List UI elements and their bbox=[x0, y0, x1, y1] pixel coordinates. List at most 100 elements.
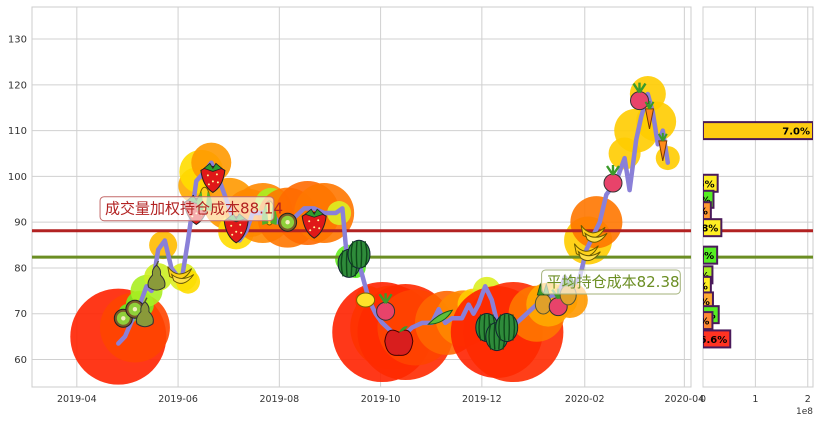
apple-marker bbox=[384, 326, 414, 356]
pineapple-marker-part bbox=[534, 293, 552, 315]
pear-marker-part bbox=[155, 260, 160, 266]
pear-marker bbox=[147, 260, 166, 291]
strawberry-marker-part bbox=[239, 223, 242, 226]
kiwi-marker-part bbox=[121, 316, 126, 321]
pear-marker-part bbox=[147, 264, 166, 291]
vwap-annotation-box bbox=[99, 196, 275, 222]
volume-x-ticks: 0 1 2 1e8 bbox=[700, 394, 813, 417]
banana-marker-part bbox=[584, 231, 608, 243]
price-y-ticks: 60 70 80 90 100 110 120 130 bbox=[8, 35, 27, 366]
y-tick-label: 120 bbox=[8, 80, 27, 91]
banana-marker bbox=[573, 243, 601, 262]
watermelon-marker-part bbox=[345, 250, 348, 277]
volume-bar-label: 5.1% bbox=[683, 195, 711, 206]
pear-marker bbox=[135, 297, 154, 328]
apple-marker-part bbox=[398, 326, 408, 333]
watermelon-marker-part bbox=[347, 239, 371, 269]
watermelon-marker-part bbox=[498, 314, 502, 341]
volume-bar bbox=[703, 311, 714, 331]
radish-marker-part bbox=[630, 91, 649, 111]
radish-marker bbox=[603, 165, 623, 193]
y-tick-label: 100 bbox=[8, 172, 27, 183]
volume-bar bbox=[703, 245, 719, 265]
y-tick-label: 60 bbox=[14, 355, 27, 366]
banana-marker-part bbox=[577, 250, 601, 262]
volume-bar-label: 6.8% bbox=[691, 224, 719, 235]
watermelon-marker-part bbox=[508, 314, 510, 341]
carrot-marker-part bbox=[644, 100, 655, 110]
watermelon-marker-part bbox=[483, 314, 486, 341]
volume-bar bbox=[703, 329, 732, 349]
volume-profile-bars: 7.0%6.5%5.1%5.0%6.8%5.9%5.0%5.0%5.0%14.7… bbox=[680, 121, 813, 349]
volume-bar-label: 5.0% bbox=[680, 281, 708, 292]
volume-tick-label: 2 bbox=[805, 394, 811, 405]
kiwi-marker bbox=[278, 212, 298, 232]
watermelon-marker-part bbox=[488, 323, 492, 350]
watermelon-marker-part bbox=[340, 250, 344, 277]
volume-bar bbox=[703, 121, 813, 141]
kiwi-marker-part bbox=[285, 220, 290, 225]
pear-marker-part bbox=[144, 297, 148, 303]
avg-annotation-text: 平均持仓成本82.38 bbox=[547, 273, 680, 291]
volume-bar bbox=[703, 218, 723, 238]
strawberry-marker bbox=[301, 208, 327, 239]
radish-marker-part bbox=[603, 173, 623, 193]
banana-marker bbox=[167, 266, 195, 284]
date-x-ticks: 2019-04 2019-06 2019-08 2019-10 2019-12 2020-… bbox=[57, 394, 704, 405]
watermelon-marker bbox=[347, 239, 371, 269]
cost-annotations: 成交量加权持仓成本88.14 平均持仓成本82.38 bbox=[99, 196, 681, 295]
volume-profile-axes: 7.0%6.5%5.1%5.0%6.8%5.9%5.0%5.0%5.0%14.7… bbox=[680, 6, 814, 417]
volume-tick-label: 0 bbox=[700, 394, 706, 405]
watermelon-marker-part bbox=[512, 314, 516, 341]
radish-marker bbox=[630, 82, 649, 111]
volume-bar-label: 26.6% bbox=[693, 335, 728, 346]
y-tick-label: 110 bbox=[8, 126, 27, 137]
strawberry-marker-part bbox=[216, 181, 219, 184]
strawberry-marker-part bbox=[304, 208, 325, 218]
strawberry-marker-part bbox=[317, 219, 320, 222]
strawberry-marker-part bbox=[309, 229, 312, 232]
x-tick-label: 2020-02 bbox=[565, 394, 605, 405]
strawberry-marker-part bbox=[200, 165, 226, 193]
volume-bar-label: 5.0% bbox=[680, 207, 708, 218]
vwap-annotation-text: 成交量加权持仓成本88.14 bbox=[105, 200, 283, 218]
strawberry-marker-part bbox=[206, 174, 209, 177]
volume-tick-label: 1 bbox=[752, 394, 758, 405]
x-tick-label: 2020-04 bbox=[665, 394, 705, 405]
banana-marker bbox=[580, 225, 608, 243]
watermelon-marker-part bbox=[493, 323, 496, 350]
watermelon-marker-part bbox=[360, 241, 363, 268]
radish-marker-part bbox=[606, 165, 620, 176]
strawberry-marker-part bbox=[203, 162, 223, 172]
volume-bar-label: 5.9% bbox=[686, 251, 714, 262]
x-tick-label: 2019-10 bbox=[361, 394, 401, 405]
strawberry-marker-part bbox=[231, 233, 234, 236]
x-tick-label: 2019-08 bbox=[259, 394, 299, 405]
strawberry-marker-part bbox=[240, 231, 243, 234]
x-tick-label: 2019-04 bbox=[57, 394, 97, 405]
strawberry-marker-part bbox=[235, 230, 238, 233]
y-tick-label: 70 bbox=[14, 309, 27, 320]
x-tick-label: 2019-06 bbox=[158, 394, 198, 405]
watermelon-marker-part bbox=[355, 241, 358, 268]
volume-bar-label: 5.0% bbox=[682, 317, 710, 328]
x-tick-label: 2019-12 bbox=[462, 394, 502, 405]
volume-bar-label: 6.5% bbox=[687, 179, 715, 190]
y-tick-label: 130 bbox=[8, 35, 27, 46]
strawberry-marker bbox=[200, 162, 226, 193]
strawberry-marker-part bbox=[313, 226, 316, 229]
radish-marker-part bbox=[378, 293, 393, 304]
carrot-marker-part bbox=[657, 132, 668, 142]
radish-marker-part bbox=[376, 301, 396, 321]
peas-marker-part bbox=[427, 309, 454, 325]
pear-marker-part bbox=[135, 301, 154, 328]
price-chart-axes: 成交量加权持仓成本88.14 平均持仓成本82.38 60 70 80 90 100 110… bbox=[8, 6, 704, 405]
watermelon-marker-part bbox=[495, 313, 519, 342]
kiwi-marker-part bbox=[132, 307, 138, 312]
lemon-marker-part bbox=[356, 292, 376, 308]
strawberry-marker-part bbox=[318, 227, 321, 230]
radish-marker bbox=[376, 293, 396, 321]
peas-marker bbox=[427, 309, 454, 325]
carrot-marker bbox=[657, 132, 668, 161]
watermelon-marker-part bbox=[364, 241, 368, 268]
